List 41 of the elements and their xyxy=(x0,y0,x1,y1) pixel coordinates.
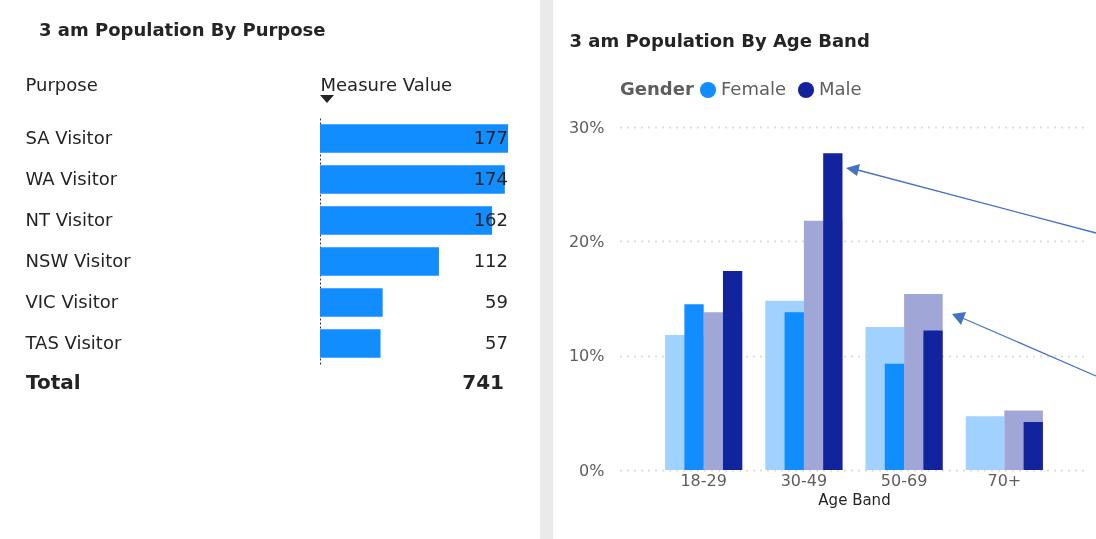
text: Total xyxy=(26,370,81,394)
y-tick-label: WA Visitor xyxy=(25,167,118,189)
legend-label: Male xyxy=(819,78,862,99)
y-tick-label: VIC Visitor xyxy=(25,290,119,312)
bar xyxy=(923,330,943,470)
y-tick-label: NT Visitor xyxy=(25,208,114,230)
y-tick-label: 20% xyxy=(568,231,605,251)
x-tick-label: 30-49 xyxy=(780,470,828,490)
chart-title: 3 am Population By Age Band xyxy=(569,30,870,51)
bar xyxy=(320,247,439,276)
bar xyxy=(684,304,704,470)
y-tick-label: SA Visitor xyxy=(25,126,113,148)
data-label: 112 xyxy=(473,249,508,271)
data-label: 57 xyxy=(485,331,508,353)
bar xyxy=(320,288,383,317)
x-axis-title: Measure Value xyxy=(320,73,453,95)
y-tick-label: 0% xyxy=(579,460,605,480)
legend-label: Female xyxy=(721,78,787,99)
bar xyxy=(320,124,508,153)
x-axis-title: Age Band xyxy=(818,490,891,509)
bar xyxy=(965,416,1005,470)
text: 741 xyxy=(462,370,504,394)
y-tick-label: 10% xyxy=(568,346,605,366)
chart-title: 3 am Population By Purpose xyxy=(39,19,326,40)
bar xyxy=(784,312,804,470)
x-tick-label: 50-69 xyxy=(880,470,928,490)
legend-title: Gender xyxy=(620,78,694,99)
x-tick-label: 70+ xyxy=(987,470,1022,490)
data-label: 177 xyxy=(473,126,508,148)
bar xyxy=(823,153,843,470)
bar xyxy=(722,271,743,470)
y-tick-label: 30% xyxy=(568,117,605,137)
bar xyxy=(884,363,905,470)
data-label: 59 xyxy=(485,290,508,312)
y-tick-label: TAS Visitor xyxy=(24,331,122,353)
bar xyxy=(320,165,505,194)
bar xyxy=(320,329,381,358)
y-axis-title: Purpose xyxy=(25,73,98,95)
x-tick-label: 18-29 xyxy=(680,470,727,490)
bar xyxy=(1023,421,1043,470)
y-tick-label: NSW Visitor xyxy=(25,249,132,271)
